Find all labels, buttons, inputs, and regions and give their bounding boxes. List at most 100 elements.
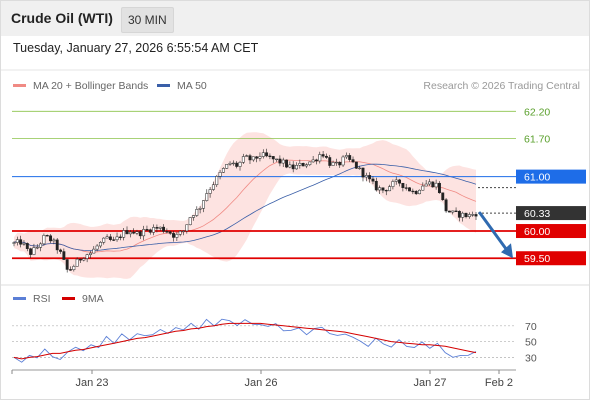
candle-body xyxy=(128,231,132,235)
candle-body xyxy=(69,269,72,271)
rsi-tick-1: 50 xyxy=(525,337,537,349)
candle-body xyxy=(318,154,322,162)
candle-body xyxy=(334,161,338,164)
forecast-arrow-shaft xyxy=(478,211,509,252)
candle-body xyxy=(351,159,355,163)
level-label-3: 60.00 xyxy=(524,226,550,238)
candle-body xyxy=(391,181,395,187)
candle-body xyxy=(202,200,205,209)
legend-ma20-label: MA 20 + Bollinger Bands xyxy=(33,80,149,92)
legend-rsi-ma: 9MA xyxy=(62,293,104,305)
candle-body xyxy=(98,242,102,247)
candle-body xyxy=(75,258,79,267)
candle-body xyxy=(418,189,421,195)
candle-body xyxy=(447,210,451,213)
candle-body xyxy=(408,187,411,192)
chart-header: Crude Oil (WTI) 30 MIN xyxy=(0,0,590,36)
candle-body xyxy=(188,217,192,226)
candle-body xyxy=(235,162,239,167)
candle-body xyxy=(59,249,62,252)
rsi-line xyxy=(13,318,477,363)
candle-body xyxy=(132,231,136,234)
ma20-swatch-icon xyxy=(13,83,26,87)
rsi-tick-2: 30 xyxy=(525,352,537,364)
candle-body xyxy=(192,215,195,218)
candle-body xyxy=(168,231,172,234)
candle-body xyxy=(215,176,219,186)
candle-body xyxy=(39,243,43,248)
candle-body xyxy=(424,183,428,187)
candle-body xyxy=(218,172,222,177)
candle-body xyxy=(49,235,53,242)
candle-body xyxy=(122,230,126,238)
candle-body xyxy=(398,179,402,184)
candle-body xyxy=(471,214,475,216)
candle-body xyxy=(52,239,56,242)
candle-body xyxy=(364,175,368,178)
candle-body xyxy=(341,156,345,166)
candle-body xyxy=(162,226,166,232)
candle-body xyxy=(185,224,189,232)
candle-body xyxy=(291,164,295,170)
candle-body xyxy=(79,258,82,261)
candle-body xyxy=(441,192,445,200)
candle-body xyxy=(321,154,325,157)
candle-body xyxy=(245,155,249,157)
ma50-swatch-icon xyxy=(157,83,170,87)
candle-body xyxy=(211,184,215,190)
candle-body xyxy=(228,162,232,165)
candle-body xyxy=(348,155,352,160)
candle-body xyxy=(248,155,252,161)
candle-body xyxy=(431,181,435,188)
candle-body xyxy=(42,235,46,245)
candle-body xyxy=(381,187,385,191)
candle-body xyxy=(19,239,23,245)
level-badge-3 xyxy=(516,224,586,239)
candle-body xyxy=(82,258,86,261)
candle-body xyxy=(148,229,152,233)
level-label-4: 59.50 xyxy=(524,253,550,265)
candle-body xyxy=(108,236,112,240)
bollinger-band xyxy=(14,132,476,279)
candle-body xyxy=(338,161,342,166)
legend-rsi: RSI xyxy=(13,293,51,305)
candle-body xyxy=(85,254,89,259)
candle-body xyxy=(374,180,378,191)
candle-body xyxy=(278,158,282,164)
candle-body xyxy=(388,186,392,192)
candle-body xyxy=(315,159,318,162)
candle-body xyxy=(152,227,156,233)
candle-body xyxy=(65,259,69,270)
legend-ma50-label: MA 50 xyxy=(177,80,207,92)
candle-body xyxy=(221,168,225,173)
candle-body xyxy=(118,236,122,238)
candle-body xyxy=(142,229,146,237)
candle-body xyxy=(324,155,328,158)
candle-body xyxy=(454,210,458,212)
candle-body xyxy=(414,191,418,195)
candle-body xyxy=(251,156,255,161)
time-label-0: Jan 23 xyxy=(75,377,108,389)
candle-body xyxy=(401,182,405,188)
candle-body xyxy=(88,252,92,255)
candle-body xyxy=(394,179,398,182)
candle-body xyxy=(255,156,259,159)
candle-body xyxy=(265,152,269,157)
candle-body xyxy=(105,236,109,239)
instrument-title: Crude Oil (WTI) xyxy=(11,10,113,26)
candle-body xyxy=(125,230,129,235)
timeframe-badge[interactable]: 30 MIN xyxy=(121,7,174,33)
rsi-tick-0: 70 xyxy=(525,321,537,333)
candle-body xyxy=(208,189,212,194)
candle-body xyxy=(437,182,441,194)
candle-body xyxy=(331,162,335,166)
candle-body xyxy=(182,230,185,232)
candle-body xyxy=(138,231,142,237)
candle-body xyxy=(358,167,362,170)
candle-body xyxy=(301,162,305,167)
rsi-swatch-icon xyxy=(13,296,26,300)
level-label-0: 62.20 xyxy=(524,106,550,118)
candle-body xyxy=(344,155,348,158)
candle-body xyxy=(12,242,16,244)
